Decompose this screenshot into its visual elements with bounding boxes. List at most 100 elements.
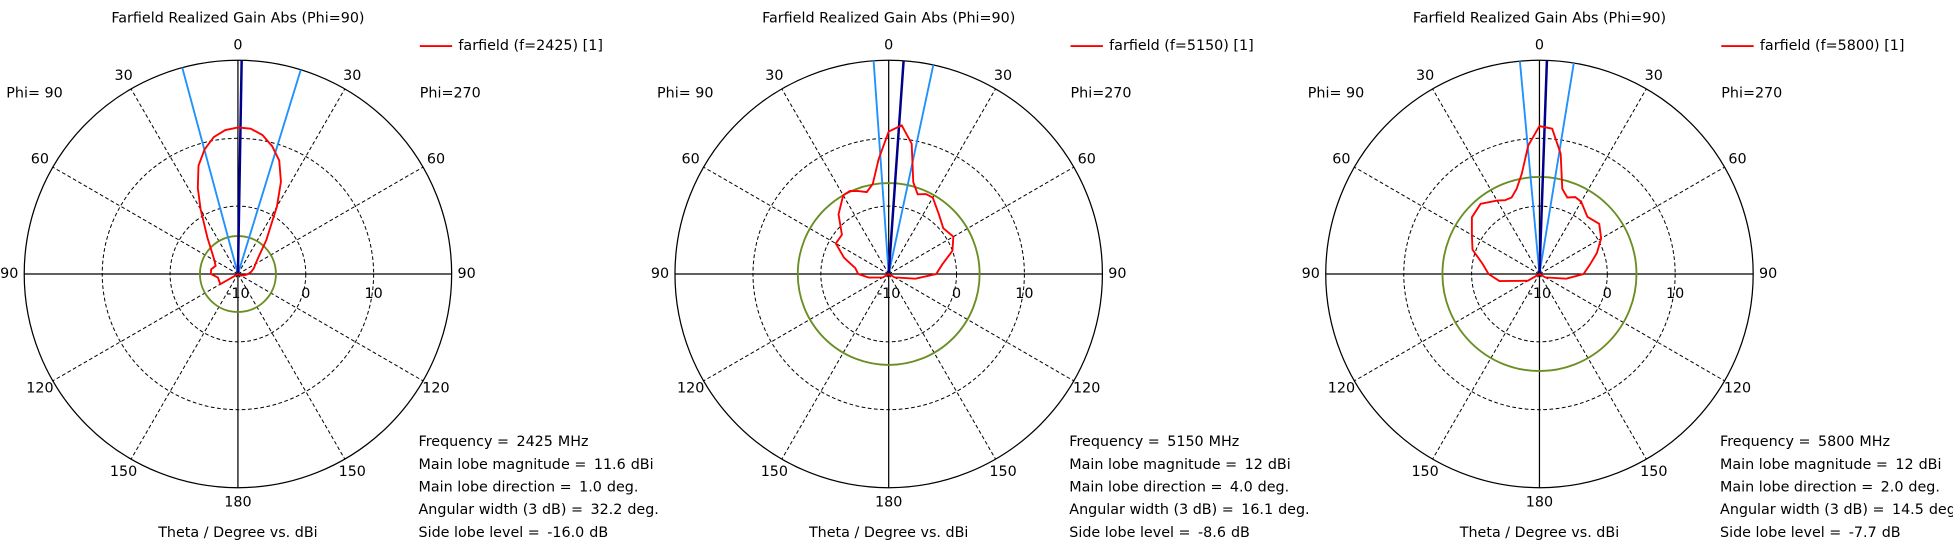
radial-tick-label: -10 — [1528, 286, 1551, 302]
info-value: 32.2 — [590, 502, 622, 518]
info-label: Frequency = — [1069, 434, 1159, 450]
angle-tick-label: 150 — [1640, 464, 1667, 480]
legend-label: farfield (f=2425) [1] — [458, 38, 603, 54]
info-line: Side lobe level = -7.7 dB — [1720, 525, 1901, 541]
info-label: Angular width (3 dB) = — [1069, 502, 1233, 518]
gain-curve — [1470, 125, 1603, 283]
angle-tick-label: 120 — [1328, 380, 1355, 396]
angle-grid-line — [781, 273, 890, 460]
axis-label: Theta / Degree vs. dBi — [1459, 525, 1619, 541]
info-line: Main lobe direction = 2.0 deg. — [1720, 479, 1940, 495]
beamwidth-line — [872, 60, 890, 275]
angle-tick-label: 0 — [1535, 37, 1544, 53]
info-label: Side lobe level = — [419, 525, 540, 541]
angle-grid-line — [703, 166, 889, 275]
angle-tick-label: 90 — [1302, 266, 1320, 282]
angle-tick-label: 180 — [1526, 495, 1553, 511]
info-value: 11.6 — [594, 457, 626, 473]
beamwidth-line — [237, 69, 302, 275]
angle-tick-label: 150 — [1411, 464, 1438, 480]
angle-tick-label: 180 — [875, 495, 902, 511]
radial-grid-ring — [101, 137, 375, 411]
angle-tick-label: 60 — [1078, 152, 1096, 168]
angle-tick-label: 60 — [31, 152, 49, 168]
angle-tick-label: 90 — [651, 266, 669, 282]
info-label: Main lobe direction = — [1720, 479, 1873, 495]
angle-tick-label: 150 — [339, 464, 366, 480]
info-unit: dBi — [631, 457, 654, 473]
info-label: Frequency = — [1720, 434, 1810, 450]
legend-label: farfield (f=5150) [1] — [1109, 38, 1254, 54]
info-value: -16.0 — [547, 525, 584, 541]
angle-tick-label: 90 — [0, 266, 18, 282]
angle-tick-label: 150 — [989, 464, 1016, 480]
radial-tick-label: -10 — [226, 286, 249, 302]
info-value: 12 — [1245, 457, 1263, 473]
angle-grid-line — [1539, 88, 1647, 275]
axis-label: Theta / Degree vs. dBi — [157, 525, 317, 541]
radial-tick-label: 0 — [952, 286, 961, 302]
angle-grid-line — [237, 273, 424, 382]
angle-tick-label: 60 — [427, 152, 445, 168]
chart-title: Farfield Realized Gain Abs (Phi=90) — [1413, 11, 1666, 27]
radial-tick-label: 0 — [1603, 286, 1612, 302]
radial-tick-label: 10 — [1666, 286, 1684, 302]
angle-grid-line — [781, 88, 890, 275]
info-value: 5150 — [1167, 434, 1203, 450]
angle-tick-label: 0 — [233, 37, 242, 53]
angle-tick-label: 90 — [1759, 266, 1777, 282]
info-label: Main lobe magnitude = — [1720, 457, 1888, 473]
info-unit: deg. — [1258, 479, 1290, 495]
angle-grid-line — [130, 273, 239, 460]
angle-tick-label: 150 — [110, 464, 137, 480]
angle-tick-label: 90 — [457, 266, 475, 282]
angle-grid-line — [1432, 273, 1540, 460]
beamwidth-line — [1538, 62, 1575, 275]
angle-tick-label: 120 — [677, 380, 704, 396]
info-value: 5800 — [1818, 434, 1854, 450]
info-unit: MHz — [1209, 434, 1240, 450]
main-lobe-line — [236, 60, 243, 275]
angle-tick-label: 150 — [761, 464, 788, 480]
angle-grid-line — [703, 273, 889, 382]
info-unit: dB — [1231, 525, 1250, 541]
main-lobe-line — [1538, 60, 1549, 275]
angle-tick-label: 120 — [26, 380, 53, 396]
angle-tick-label: 90 — [1108, 266, 1126, 282]
info-value: 4.0 — [1230, 479, 1253, 495]
info-label: Angular width (3 dB) = — [419, 502, 583, 518]
info-line: Frequency = 5150 MHz — [1069, 434, 1239, 450]
info-label: Main lobe magnitude = — [419, 457, 587, 473]
side-lobe-level-circle — [796, 182, 981, 366]
info-line: Angular width (3 dB) = 16.1 deg. — [1069, 502, 1309, 518]
info-unit: deg. — [1929, 502, 1953, 518]
radial-tick-label: -10 — [877, 286, 900, 302]
beamwidth-line — [887, 64, 935, 275]
angle-grid-line — [130, 88, 239, 275]
phi-label: Phi= 90 — [6, 85, 62, 101]
angle-tick-label: 30 — [765, 68, 783, 84]
info-value: 1.0 — [579, 479, 602, 495]
angle-grid-line — [52, 273, 239, 382]
angle-tick-label: 120 — [422, 380, 449, 396]
radial-tick-label: 10 — [1015, 286, 1033, 302]
angle-grid-line — [888, 88, 996, 275]
info-label: Main lobe magnitude = — [1069, 457, 1237, 473]
beamwidth-line — [181, 67, 239, 275]
angle-tick-label: 60 — [682, 152, 700, 168]
info-label: Side lobe level = — [1720, 525, 1841, 541]
info-label: Side lobe level = — [1069, 525, 1190, 541]
radial-grid-ring — [820, 205, 958, 343]
chart-title: Farfield Realized Gain Abs (Phi=90) — [111, 11, 364, 27]
outer-ring — [674, 59, 1104, 489]
axis-label: Theta / Degree vs. dBi — [808, 525, 968, 541]
info-line: Side lobe level = -16.0 dB — [419, 525, 609, 541]
angle-grid-line — [52, 166, 239, 275]
angle-tick-label: 120 — [1724, 380, 1751, 396]
info-label: Main lobe direction = — [419, 479, 572, 495]
phi-label: Phi= 90 — [1308, 85, 1364, 101]
info-unit: dB — [589, 525, 608, 541]
info-unit: deg. — [627, 502, 659, 518]
info-unit: deg. — [1278, 502, 1310, 518]
